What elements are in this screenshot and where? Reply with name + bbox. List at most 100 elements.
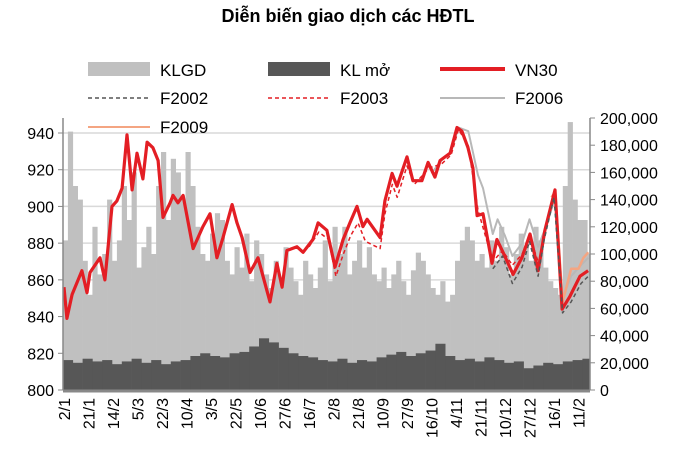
klgd-bar [479,254,485,390]
klmo-bar [278,347,289,390]
klgd-bar [82,260,88,390]
x-tick-label: 21/1 [82,398,99,429]
legend-label-f2002: F2002 [160,89,208,108]
klmo-bar [553,364,564,390]
klgd-bar [577,220,583,390]
klmo-bar [180,360,191,390]
klmo-bar [190,356,201,390]
klgd-bar [268,288,274,390]
klgd-bar [342,226,348,390]
klgd-bar [214,213,221,390]
klgd-bar [254,240,260,390]
klmo-bar [562,361,573,390]
legend-label-klmo: KL mở [340,61,390,80]
klgd-bar [97,274,103,390]
klmo-bar [259,338,270,390]
klgd-bar [332,226,338,390]
klmo-bar [239,351,250,390]
y-left-tick-label: 900 [27,199,54,216]
y-right-tick-label: 60,000 [600,301,649,318]
klmo-bar [170,361,181,390]
klgd-bar [102,254,108,390]
x-tick-label: 2/8 [327,398,344,420]
klgd-bar [239,267,245,390]
klgd-bar [543,267,549,390]
klmo-bar [435,343,446,390]
x-tick-label: 22/3 [155,398,172,429]
klgd-bar [474,260,480,390]
klgd-bar [513,254,519,390]
klgd-bar [293,281,299,390]
klgd-bar [288,267,294,390]
klmo-bar [72,362,83,390]
y-right-tick-label: 160,000 [600,165,658,182]
x-tick-label: 21/11 [474,398,491,437]
klmo-bar [455,360,466,390]
klgd-bar [263,274,270,390]
klgd-bar [259,254,265,390]
klmo-bar [210,356,221,390]
klgd-bar [435,294,441,390]
klgd-bar [396,260,402,390]
klgd-bar [180,199,186,390]
klgd-bar [440,281,446,390]
klgd-bar [391,274,397,390]
klmo-bars [63,338,590,390]
y-right-tick-label: 40,000 [600,329,649,346]
klmo-bar [131,358,142,390]
klmo-bar [141,362,152,390]
klgd-bar [121,186,127,390]
klgd-bar [455,260,461,390]
klgd-bar [175,172,181,390]
klgd-bar [450,294,456,390]
x-tick-label: 2/1 [57,398,74,420]
x-tick-label: 11/2 [572,398,589,428]
klgd-bar [366,247,372,390]
klgd-bar [406,294,412,390]
klgd-bar [141,247,147,390]
klmo-bar [484,357,495,390]
klgd-bar [469,240,475,390]
klmo-bar [582,358,590,390]
y-right-tick-label: 140,000 [600,193,658,210]
klgd-bar [528,260,534,390]
klgd-bar [347,274,353,390]
klgd-bar [224,260,230,390]
y-left-tick-label: 840 [27,310,54,327]
y-right-tick-label: 0 [600,383,609,400]
klgd-bar [278,281,284,390]
klgd-bar [352,260,358,390]
klmo-bar [504,362,515,390]
klmo-bar [415,353,426,390]
klmo-bar [112,364,123,390]
klgd-bar [361,267,368,390]
klgd-bar [371,274,377,390]
klgd-bar [533,226,539,390]
klmo-bar [445,356,456,390]
klmo-bar [229,353,240,390]
y-left-tick-label: 940 [27,126,54,143]
klgd-bar [116,240,123,390]
klmo-bar [327,361,338,390]
y-right-tick-label: 100,000 [600,247,658,264]
chart-title: Diễn biến giao dịch các HĐTL [221,5,474,26]
x-tick-label: 10/4 [180,398,197,429]
y-right-tick-label: 20,000 [600,356,649,373]
y-left-tick-label: 860 [27,273,54,290]
legend-label-f2006: F2006 [515,89,563,108]
klgd-bar [273,260,279,390]
klgd-bar [523,247,529,390]
klmo-bar [92,361,103,390]
klgd-bar [357,240,363,390]
legend-swatch-klgd [88,62,150,76]
klgd-bar [210,233,216,390]
legend-label-f2009: F2009 [160,118,208,137]
klgd-bar [312,288,319,390]
x-tick-label: 10/9 [376,398,393,429]
klmo-bar [317,360,328,390]
klgd-bar [337,254,343,390]
klmo-bar [308,357,319,390]
klgd-bar [195,226,201,390]
klmo-bar [161,364,172,390]
